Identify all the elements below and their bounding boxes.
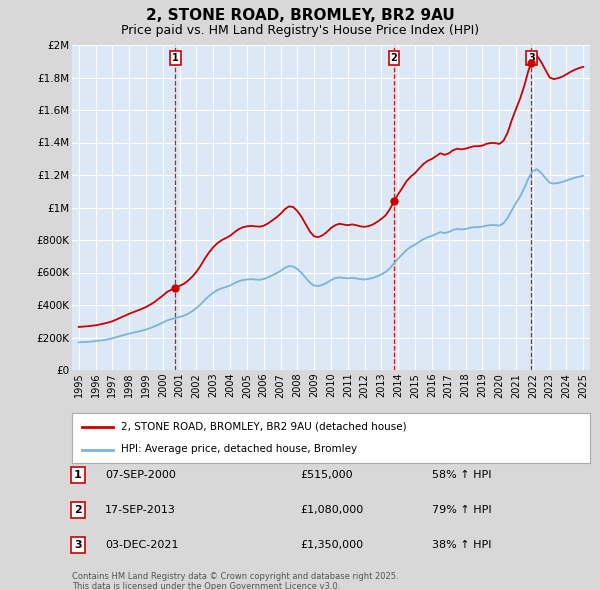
Text: 1: 1 xyxy=(172,53,179,63)
Text: 1: 1 xyxy=(74,470,82,480)
Text: 07-SEP-2000: 07-SEP-2000 xyxy=(105,470,176,480)
Text: 58% ↑ HPI: 58% ↑ HPI xyxy=(432,470,491,480)
Text: 3: 3 xyxy=(528,53,535,63)
Text: HPI: Average price, detached house, Bromley: HPI: Average price, detached house, Brom… xyxy=(121,444,358,454)
Text: £1,350,000: £1,350,000 xyxy=(300,540,363,550)
Text: 2: 2 xyxy=(391,53,397,63)
Text: 79% ↑ HPI: 79% ↑ HPI xyxy=(432,505,491,515)
Text: 2, STONE ROAD, BROMLEY, BR2 9AU: 2, STONE ROAD, BROMLEY, BR2 9AU xyxy=(146,8,454,23)
Text: 17-SEP-2013: 17-SEP-2013 xyxy=(105,505,176,515)
Text: 3: 3 xyxy=(74,540,82,550)
Text: Contains HM Land Registry data © Crown copyright and database right 2025.
This d: Contains HM Land Registry data © Crown c… xyxy=(72,572,398,590)
Text: 38% ↑ HPI: 38% ↑ HPI xyxy=(432,540,491,550)
Text: £515,000: £515,000 xyxy=(300,470,353,480)
Text: £1,080,000: £1,080,000 xyxy=(300,505,363,515)
Text: 2: 2 xyxy=(74,505,82,515)
Text: Price paid vs. HM Land Registry's House Price Index (HPI): Price paid vs. HM Land Registry's House … xyxy=(121,24,479,37)
Text: 03-DEC-2021: 03-DEC-2021 xyxy=(105,540,179,550)
Text: 2, STONE ROAD, BROMLEY, BR2 9AU (detached house): 2, STONE ROAD, BROMLEY, BR2 9AU (detache… xyxy=(121,421,407,431)
